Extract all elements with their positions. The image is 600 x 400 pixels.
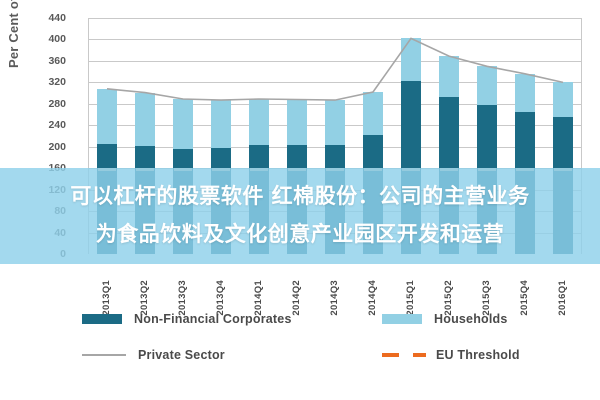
bar-segment-households[interactable] xyxy=(211,100,231,148)
x-tick-label: 2016Q1 xyxy=(557,280,568,316)
gridline xyxy=(88,60,582,62)
legend-item-households[interactable]: Households xyxy=(382,312,508,326)
legend-dash-icon xyxy=(382,353,426,357)
gridline xyxy=(88,18,582,19)
bar-segment-households[interactable] xyxy=(249,99,269,146)
legend-swatch-icon xyxy=(82,314,122,324)
private-sector-line xyxy=(106,37,564,101)
bar-segment-households[interactable] xyxy=(553,82,573,118)
bar-segment-households[interactable] xyxy=(401,38,421,82)
legend-row-2: Private Sector EU Threshold xyxy=(82,342,552,368)
y-axis-title: Per Cent of GDP xyxy=(6,0,21,68)
legend-label: Households xyxy=(434,312,508,326)
bar-segment-households[interactable] xyxy=(97,88,117,145)
legend-item-private-sector[interactable]: Private Sector xyxy=(82,348,382,362)
bar-segment-households[interactable] xyxy=(135,92,155,146)
y-tick-label: 400 xyxy=(48,33,66,46)
bar-segment-households[interactable] xyxy=(363,92,383,135)
chart-legend: Non-Financial Corporates Households Priv… xyxy=(82,306,552,372)
bar-segment-households[interactable] xyxy=(439,56,459,98)
legend-label: EU Threshold xyxy=(436,348,520,362)
bar-segment-households[interactable] xyxy=(325,100,345,145)
watermark-text-line-1: 可以杠杆的股票软件 红棉股份：公司的主营业务 xyxy=(70,184,530,208)
legend-item-eu-threshold[interactable]: EU Threshold xyxy=(382,348,520,362)
y-tick-label: 280 xyxy=(48,97,66,110)
bar-segment-households[interactable] xyxy=(287,99,307,146)
y-tick-label: 200 xyxy=(48,140,66,153)
legend-label: Private Sector xyxy=(138,348,225,362)
y-tick-label: 320 xyxy=(48,76,66,89)
private-sector-polyline xyxy=(106,37,564,101)
legend-item-non-financial-corporates[interactable]: Non-Financial Corporates xyxy=(82,312,382,326)
legend-label: Non-Financial Corporates xyxy=(134,312,292,326)
gridline xyxy=(88,39,582,41)
bar-segment-households[interactable] xyxy=(477,66,497,106)
watermark-band xyxy=(0,168,600,264)
legend-line-icon xyxy=(82,354,126,356)
y-tick-label: 240 xyxy=(48,119,66,132)
legend-row-1: Non-Financial Corporates Households xyxy=(82,306,552,332)
y-tick-label: 360 xyxy=(48,54,66,67)
legend-swatch-icon xyxy=(382,314,422,324)
bar-segment-households[interactable] xyxy=(173,99,193,149)
y-tick-label: 440 xyxy=(48,12,66,24)
gridline xyxy=(88,82,582,84)
watermark-text-line-2: 为食品饮料及文化创意产业园区开发和运营 xyxy=(95,222,505,246)
bar-segment-households[interactable] xyxy=(515,73,535,112)
